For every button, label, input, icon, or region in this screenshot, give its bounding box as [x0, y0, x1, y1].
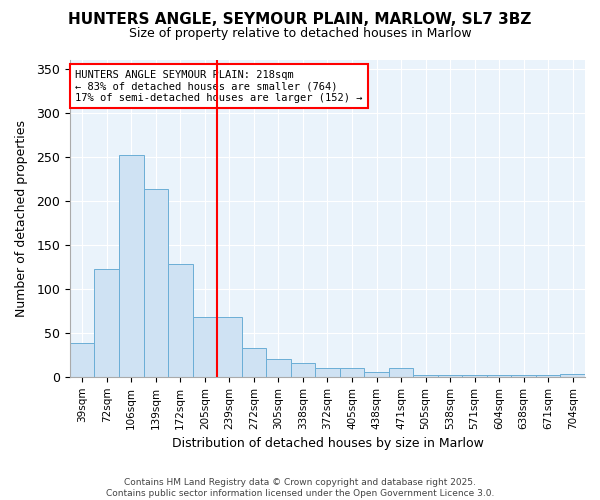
Bar	[487, 375, 511, 377]
Text: HUNTERS ANGLE, SEYMOUR PLAIN, MARLOW, SL7 3BZ: HUNTERS ANGLE, SEYMOUR PLAIN, MARLOW, SL…	[68, 12, 532, 28]
Bar	[290, 362, 315, 377]
Bar	[193, 317, 217, 377]
Bar	[315, 368, 340, 377]
Bar	[119, 155, 143, 377]
Bar	[168, 264, 193, 377]
X-axis label: Distribution of detached houses by size in Marlow: Distribution of detached houses by size …	[172, 437, 484, 450]
Bar	[143, 190, 168, 377]
Bar	[217, 317, 242, 377]
Y-axis label: Number of detached properties: Number of detached properties	[15, 120, 28, 317]
Bar	[463, 375, 487, 377]
Bar	[413, 375, 438, 377]
Bar	[560, 374, 585, 377]
Bar	[364, 372, 389, 377]
Text: HUNTERS ANGLE SEYMOUR PLAIN: 218sqm
← 83% of detached houses are smaller (764)
1: HUNTERS ANGLE SEYMOUR PLAIN: 218sqm ← 83…	[75, 70, 362, 102]
Bar	[70, 344, 94, 377]
Bar	[94, 270, 119, 377]
Text: Contains HM Land Registry data © Crown copyright and database right 2025.
Contai: Contains HM Land Registry data © Crown c…	[106, 478, 494, 498]
Text: Size of property relative to detached houses in Marlow: Size of property relative to detached ho…	[128, 28, 472, 40]
Bar	[511, 375, 536, 377]
Bar	[536, 375, 560, 377]
Bar	[389, 368, 413, 377]
Bar	[242, 348, 266, 377]
Bar	[340, 368, 364, 377]
Bar	[438, 375, 463, 377]
Bar	[266, 359, 290, 377]
